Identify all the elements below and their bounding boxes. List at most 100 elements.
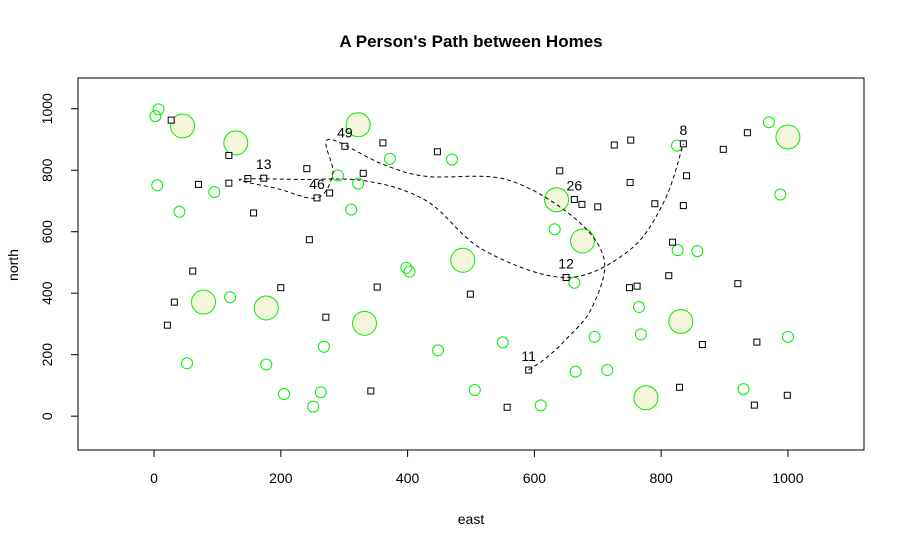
y-tick-label: 800 (39, 158, 55, 182)
home-square (359, 169, 367, 177)
site-circle (383, 152, 396, 165)
site-circle (314, 386, 327, 399)
x-tick-label: 600 (523, 470, 547, 486)
site-circle (450, 247, 476, 273)
home-square (225, 151, 233, 159)
home-square (626, 179, 634, 187)
person-path (239, 138, 684, 371)
site-circle (403, 265, 416, 278)
home-square (570, 195, 578, 203)
site-circle (548, 223, 561, 236)
site-circle (544, 187, 570, 213)
home-square (367, 387, 375, 395)
site-circle (151, 179, 164, 192)
site-circle (632, 301, 645, 314)
site-circle (634, 328, 647, 341)
x-axis: 0 200 400 600 800 1000 (150, 449, 804, 486)
site-circle (691, 245, 704, 258)
site-circle (307, 400, 320, 413)
home-square (578, 200, 586, 208)
site-circle (181, 357, 194, 370)
home-square (753, 338, 761, 346)
home-square (633, 282, 641, 290)
x-tick-label: 800 (649, 470, 673, 486)
home-square (167, 116, 175, 124)
home-square (679, 202, 687, 210)
home-square (322, 313, 330, 321)
x-tick-label: 1000 (772, 470, 803, 486)
site-circle (352, 310, 378, 336)
home-square (698, 341, 706, 349)
home-square (277, 284, 285, 292)
home-square (556, 167, 564, 175)
home-square (750, 401, 758, 409)
labels-layer: 13 49 46 26 8 12 11 (256, 122, 688, 364)
y-tick-label: 400 (39, 281, 55, 305)
site-circle (668, 308, 694, 334)
home-square (163, 321, 171, 329)
home-label: 49 (337, 124, 353, 140)
site-circle (317, 340, 330, 353)
site-circle (331, 169, 344, 182)
y-tick-label: 200 (39, 343, 55, 367)
y-tick-label: 600 (39, 220, 55, 244)
home-square (373, 283, 381, 291)
home-square (743, 129, 751, 137)
site-circle (191, 289, 217, 315)
site-circle (588, 330, 601, 343)
home-label: 46 (309, 176, 325, 192)
site-circle (345, 112, 371, 138)
home-square (303, 165, 311, 173)
site-circle (570, 228, 596, 254)
site-circle (737, 383, 750, 396)
site-circle (152, 103, 165, 116)
home-square (734, 280, 742, 288)
home-square (326, 189, 334, 197)
home-square (379, 139, 387, 147)
home-square (594, 203, 602, 211)
home-square (783, 391, 791, 399)
home-square (610, 141, 618, 149)
site-circle (223, 130, 249, 156)
home-label: 8 (679, 122, 687, 138)
site-circle (208, 186, 221, 199)
site-circle (253, 295, 279, 321)
site-circle (445, 153, 458, 166)
y-tick-label: 1000 (39, 93, 55, 124)
x-tick-label: 0 (150, 470, 158, 486)
home-square (627, 136, 635, 144)
site-circle (224, 291, 237, 304)
homes-layer (163, 116, 791, 411)
home-square (305, 236, 313, 244)
home-label: 12 (558, 256, 574, 272)
site-circle (569, 365, 582, 378)
y-axis: 0 200 400 600 800 1000 (39, 93, 79, 420)
home-label: 11 (521, 348, 536, 364)
home-square (651, 200, 659, 208)
x-tick-label: 400 (396, 470, 420, 486)
site-circle (278, 388, 291, 401)
home-square (625, 284, 633, 292)
path-layer (239, 138, 684, 371)
site-circle (534, 399, 547, 412)
site-circle (775, 124, 801, 150)
site-circle (260, 358, 273, 371)
x-axis-title: east (458, 511, 485, 527)
sites-layer (149, 103, 801, 413)
home-square (250, 209, 258, 217)
home-square (676, 383, 684, 391)
home-square (260, 174, 268, 182)
site-circle (173, 205, 186, 218)
home-label: 26 (567, 177, 583, 193)
home-square (669, 238, 677, 246)
site-circle (432, 344, 445, 357)
y-tick-label: 0 (39, 412, 55, 420)
site-circle (496, 336, 509, 349)
site-circle (400, 261, 413, 274)
site-circle (352, 177, 365, 190)
home-square (170, 298, 178, 306)
home-square (189, 267, 197, 275)
home-square (503, 403, 511, 411)
x-tick-label: 200 (269, 470, 293, 486)
